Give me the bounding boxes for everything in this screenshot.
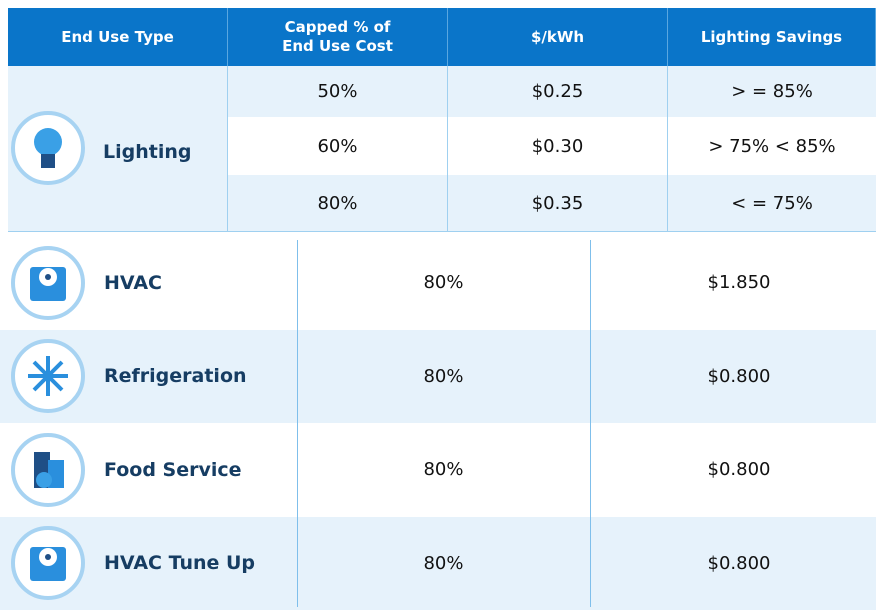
lighting-cell: $0.35 xyxy=(448,175,668,232)
header-cell: Capped % of End Use Cost xyxy=(228,8,448,66)
row-rate: $1.850 xyxy=(590,236,876,330)
header-cell: $/kWh xyxy=(448,8,668,66)
row-rate: $0.800 xyxy=(590,517,876,610)
row-name: Refrigeration xyxy=(104,330,247,424)
lighting-cell: $0.30 xyxy=(448,117,668,175)
icon xyxy=(8,243,88,323)
row-name: HVAC xyxy=(104,236,162,330)
row-capped: 80% xyxy=(297,517,590,610)
lighting-cell: 80% xyxy=(228,175,448,232)
lighting-cell: $0.25 xyxy=(448,66,668,117)
lighting-cell: < = 75% xyxy=(668,175,876,232)
lighting-cell: > 75% < 85% xyxy=(668,117,876,175)
row-capped: 80% xyxy=(297,236,590,330)
row-capped: 80% xyxy=(297,423,590,517)
row-name: HVAC Tune Up xyxy=(104,517,255,610)
lighting-bottom-line xyxy=(8,231,876,232)
header-cell: Lighting Savings xyxy=(668,8,876,66)
icon xyxy=(8,336,88,416)
row-rate: $0.800 xyxy=(590,330,876,424)
row-capped: 80% xyxy=(297,330,590,424)
divider xyxy=(590,240,591,607)
divider xyxy=(297,240,298,607)
lighting-cell: 50% xyxy=(228,66,448,117)
icon xyxy=(8,430,88,510)
header-cell: End Use Type xyxy=(8,8,228,66)
lighting-name: Lighting xyxy=(103,130,191,174)
row-name: Food Service xyxy=(104,423,242,517)
lighting-cell: > = 85% xyxy=(668,66,876,117)
row-rate: $0.800 xyxy=(590,423,876,517)
icon xyxy=(8,108,88,188)
icon xyxy=(8,523,88,603)
lighting-cell: 60% xyxy=(228,117,448,175)
